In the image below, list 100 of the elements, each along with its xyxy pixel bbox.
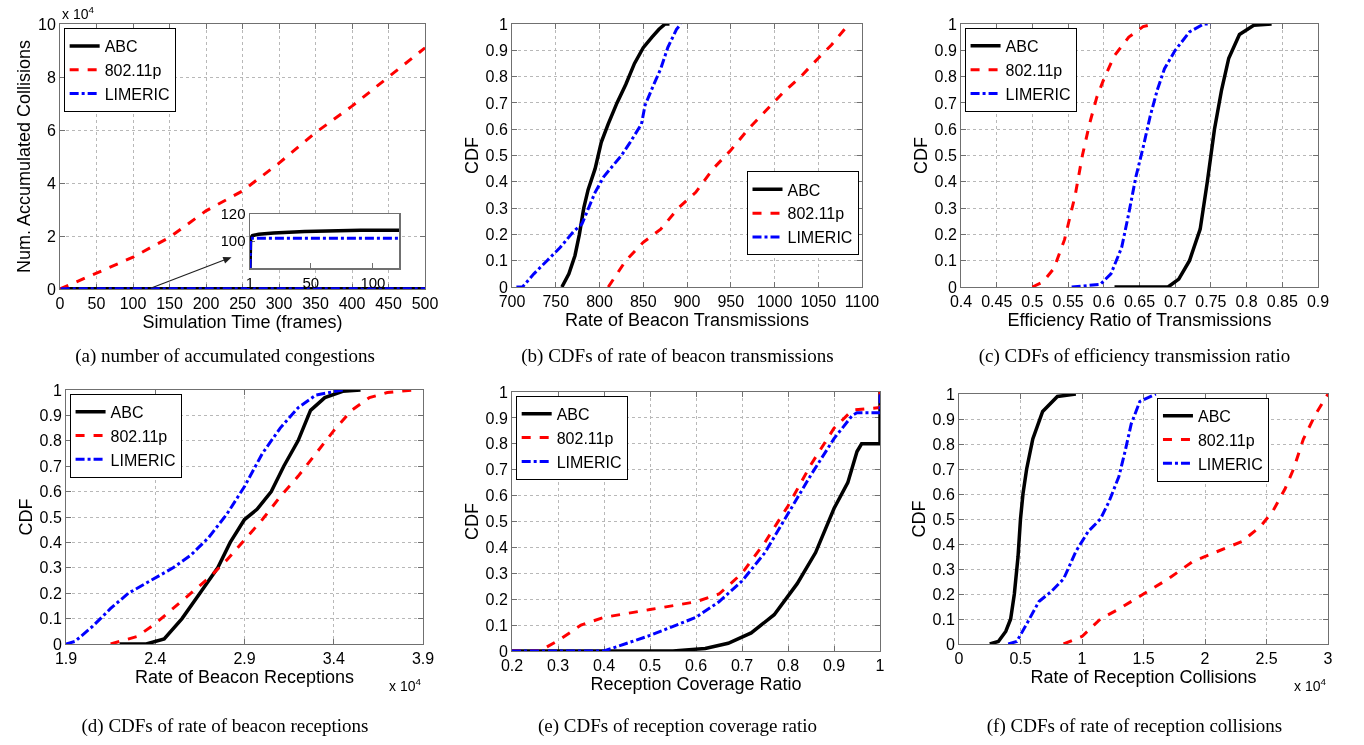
- y-tick-label: 0.3: [934, 199, 957, 217]
- y-tick-label: 8: [46, 68, 56, 86]
- y-tick-label: 4: [46, 174, 56, 192]
- text: (c) CDFs of efficiency transmission ratio: [978, 344, 1291, 367]
- x-axis-title: Rate of Beacon Receptions: [134, 667, 355, 688]
- line-series: [1112, 24, 1274, 287]
- x-tick-label: 700: [498, 293, 526, 311]
- y-tick-label: 0.1: [485, 616, 508, 634]
- y-tick-label: 0.8: [932, 435, 955, 453]
- y-tick-label: 0.3: [39, 559, 62, 577]
- y-tick-label: 1: [52, 381, 62, 399]
- x-axis-title: Rate of Reception Collisions: [1030, 667, 1257, 688]
- x-axis-title: Efficiency Ratio of Transmissions: [1007, 310, 1272, 331]
- y-tick-label: 0.2: [485, 226, 508, 243]
- x-tick-label: 200: [192, 295, 220, 313]
- y-tick-label: 0.5: [485, 513, 508, 531]
- x-tick-label: 100: [119, 295, 147, 313]
- y-tick-label: 0.5: [934, 147, 957, 165]
- legend-label: 802.11p: [556, 429, 614, 447]
- y-tick-label: 0.3: [485, 564, 508, 582]
- x-tick-label: 1.9: [54, 650, 78, 668]
- x-axis-title: Simulation Time (frames): [142, 312, 343, 333]
- legend-label: ABC: [104, 38, 138, 56]
- y-tick-label: 1: [498, 15, 508, 33]
- y-tick-label: 0.9: [485, 41, 508, 59]
- x-tick-label: 0.3: [546, 657, 570, 675]
- x-tick-label: 900: [673, 293, 701, 311]
- legend-label: 802.11p: [1197, 431, 1255, 449]
- x-tick-label: 1.5: [1132, 650, 1155, 668]
- y-tick-label: 0.4: [934, 173, 957, 191]
- text: (b) CDFs of rate of beacon transmissions: [521, 344, 834, 367]
- legend-label: ABC: [1005, 38, 1039, 56]
- x-tick-label: 0.6: [684, 657, 708, 675]
- y-tick-label: 0.6: [932, 485, 955, 503]
- x-tick-label: 800: [586, 293, 613, 311]
- y-tick-label: 0.2: [39, 584, 62, 602]
- y-tick-label: 0.8: [39, 432, 62, 450]
- legend-label: ABC: [1197, 407, 1231, 425]
- y-tick-label: 0.6: [39, 483, 62, 501]
- x-tick-label: 1000: [756, 293, 793, 311]
- y-tick-label: 0.9: [39, 407, 62, 424]
- y-tick-label: 0.3: [932, 560, 955, 578]
- x-tick-label: 450: [375, 295, 402, 313]
- legend-label: LIMERIC: [104, 85, 170, 103]
- x-tick-label: 0.5: [1009, 650, 1032, 668]
- x-axis-title: Rate of Beacon Transmissions: [564, 310, 810, 331]
- x-tick-label: 0.65: [1123, 293, 1156, 311]
- x-tick-label: 400: [338, 295, 366, 313]
- y-tick-label: 1: [947, 15, 957, 33]
- text: (f) CDFs of rate of reception collisions: [986, 714, 1283, 737]
- y-tick-label: 0.5: [932, 510, 955, 528]
- x-tick-label: 3.4: [322, 650, 345, 668]
- text: x 10$^{4}$: [389, 676, 422, 694]
- x-tick-label: 1: [1077, 650, 1087, 668]
- line-series: [560, 24, 672, 287]
- x-tick-label: 0.75: [1195, 293, 1227, 311]
- x-tick-label: 850: [629, 293, 657, 311]
- y-axis-title: Num. Accumulated Collisions: [14, 39, 35, 274]
- y-tick-label: 0.8: [934, 68, 957, 86]
- y-tick-label: 0.7: [932, 460, 955, 478]
- text: (a) number of accumulated congestions: [75, 344, 375, 367]
- x-tick-label: 0.8: [776, 657, 800, 675]
- y-tick-label: 0.6: [485, 120, 508, 138]
- y-tick-label: 0.7: [934, 94, 957, 112]
- y-tick-label: 0.9: [485, 409, 508, 427]
- y-tick-label: 2: [46, 227, 56, 245]
- line-series: [512, 392, 880, 651]
- x-tick-label: 0.5: [638, 657, 662, 675]
- legend-label: LIMERIC: [1005, 85, 1071, 103]
- x-tick-label: 0.85: [1266, 293, 1298, 311]
- line-series: [988, 394, 1078, 644]
- y-tick-label: 0.3: [485, 199, 508, 217]
- y-tick-label: 0.7: [39, 457, 62, 475]
- y-axis-title: CDF: [15, 498, 36, 536]
- x-tick-label: 50: [302, 273, 320, 291]
- y-tick-label: 0.8: [485, 68, 508, 86]
- y-tick-label: 0.4: [39, 534, 62, 551]
- y-tick-label: 0.7: [485, 94, 508, 112]
- x-tick-label: 250: [229, 295, 256, 313]
- x-axis-title: Reception Coverage Ratio: [590, 674, 802, 695]
- legend-label: ABC: [556, 406, 590, 424]
- y-axis-title: CDF: [908, 500, 929, 538]
- y-tick-label: 0: [945, 635, 955, 653]
- y-tick-label: 0.4: [485, 173, 508, 191]
- x-tick-label: 3.9: [411, 650, 435, 668]
- y-tick-label: 0.8: [485, 435, 508, 453]
- line-series: [1062, 394, 1328, 644]
- legend-label: 802.11p: [110, 427, 168, 445]
- x-tick-label: 350: [302, 295, 329, 313]
- y-tick-label: 0.9: [932, 410, 955, 428]
- legend-label: 802.11p: [787, 205, 845, 223]
- y-tick-label: 0.6: [934, 120, 957, 138]
- y-tick-label: 0.7: [485, 461, 508, 479]
- x-tick-label: 1100: [844, 293, 880, 311]
- x-tick-label: 0.9: [1306, 293, 1330, 311]
- text: x 10$^{4}$: [62, 4, 95, 22]
- x-tick-label: 1050: [800, 293, 837, 311]
- y-axis-title: CDF: [461, 503, 482, 540]
- text: x 10$^{4}$: [1294, 676, 1327, 694]
- y-tick-label: 0.4: [932, 535, 955, 553]
